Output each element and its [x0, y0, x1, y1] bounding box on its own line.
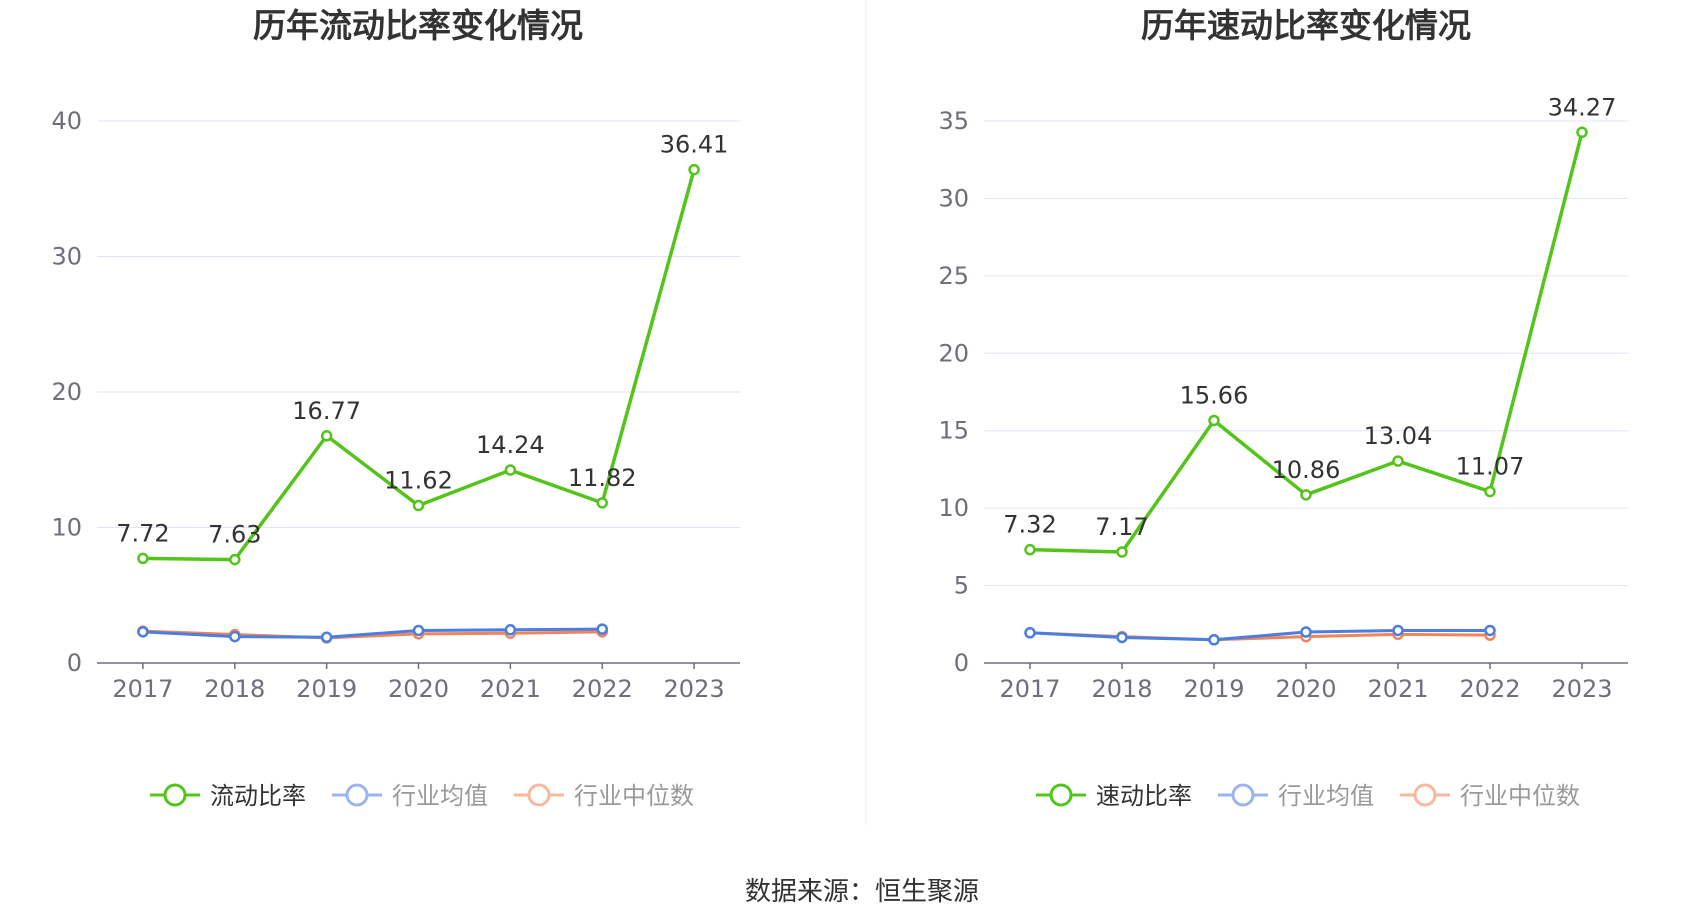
x-tick-label: 2018 [204, 675, 265, 703]
data-label: 7.17 [1095, 513, 1148, 541]
x-tick-label: 2020 [388, 675, 449, 703]
legend-marker-1 [163, 783, 187, 807]
data-point [137, 552, 149, 565]
series-line-3 [142, 629, 603, 640]
x-tick-label: 2021 [1367, 675, 1428, 703]
x-tick-label: 2023 [1551, 675, 1612, 703]
x-tick-label: 2017 [999, 675, 1060, 703]
data-point [229, 630, 241, 643]
data-point [1484, 624, 1496, 637]
data-point [412, 499, 425, 512]
y-tick-label: 10 [51, 514, 82, 542]
data-point [229, 553, 241, 566]
legend-label-1: 速动比率 [1096, 782, 1192, 810]
y-tick-label: 5 [954, 572, 969, 600]
x-tick-label: 2022 [572, 675, 633, 703]
data-label: 7.63 [208, 521, 261, 549]
x-tick-label: 2017 [112, 675, 173, 703]
data-label: 11.07 [1456, 453, 1525, 481]
data-label: 11.62 [384, 467, 453, 495]
x-tick-label: 2019 [1183, 675, 1244, 703]
data-point [320, 430, 333, 442]
x-tick-label: 2018 [1091, 675, 1152, 703]
data-point [1208, 634, 1220, 646]
data-point [1576, 126, 1588, 139]
legend-label-1: 流动比率 [210, 782, 306, 810]
data-point [1024, 543, 1036, 556]
legend-marker-2 [345, 783, 369, 807]
series-line-1 [1029, 131, 1584, 554]
x-tick-label: 2020 [1275, 675, 1336, 703]
legend-marker-2 [1231, 783, 1255, 807]
chart-title-2: 历年速动比率变化情况 [1141, 6, 1471, 45]
data-label: 15.66 [1180, 381, 1249, 409]
y-tick-label: 10 [938, 494, 969, 522]
y-tick-label: 0 [954, 649, 969, 677]
y-tick-label: 20 [938, 339, 969, 367]
data-label: 11.82 [568, 464, 637, 492]
chart-title-1: 历年流动比率变化情况 [253, 6, 583, 45]
x-tick-label: 2023 [664, 675, 725, 703]
data-label: 13.04 [1364, 422, 1433, 450]
data-point [596, 623, 608, 635]
x-tick-label: 2021 [480, 675, 541, 703]
data-point [1300, 626, 1312, 638]
data-point [412, 624, 425, 637]
legend-label-2: 行业均值 [392, 782, 488, 810]
data-point [1024, 627, 1036, 639]
legend-marker-3 [1413, 783, 1437, 807]
y-tick-label: 20 [51, 378, 82, 406]
series-line-2 [1029, 628, 1490, 642]
y-tick-label: 25 [938, 262, 969, 290]
data-point [1116, 546, 1128, 558]
data-label: 36.41 [660, 131, 729, 159]
data-point [1300, 489, 1312, 501]
source-text: 数据来源：恒生聚源 [745, 877, 979, 907]
data-point [1484, 485, 1496, 498]
legend-label-2: 行业均值 [1278, 782, 1374, 810]
legend-marker-3 [527, 783, 551, 807]
data-point [504, 464, 517, 476]
x-tick-label: 2022 [1459, 675, 1520, 703]
data-label: 7.32 [1003, 511, 1056, 539]
data-label: 16.77 [292, 397, 361, 425]
data-point [1116, 631, 1128, 644]
data-point [320, 631, 333, 644]
data-label: 7.72 [116, 519, 169, 547]
data-point [1392, 624, 1404, 637]
y-tick-label: 0 [67, 649, 82, 677]
data-point [596, 497, 608, 509]
data-label: 14.24 [476, 431, 545, 459]
data-point [137, 626, 149, 638]
data-point [688, 163, 700, 176]
data-label: 10.86 [1272, 456, 1341, 484]
series-line-2 [142, 627, 603, 639]
y-tick-label: 15 [938, 417, 969, 445]
y-tick-label: 35 [938, 107, 969, 135]
data-label: 34.27 [1548, 93, 1617, 121]
y-tick-label: 30 [51, 243, 82, 271]
y-tick-label: 30 [938, 184, 969, 212]
data-point [504, 624, 517, 636]
data-point [1392, 455, 1404, 467]
legend-marker-1 [1049, 783, 1073, 807]
legend-label-3: 行业中位数 [1460, 782, 1580, 810]
y-tick-label: 40 [51, 107, 82, 135]
legend-label-3: 行业中位数 [574, 782, 694, 810]
data-point [1208, 414, 1220, 427]
x-tick-label: 2019 [296, 675, 357, 703]
